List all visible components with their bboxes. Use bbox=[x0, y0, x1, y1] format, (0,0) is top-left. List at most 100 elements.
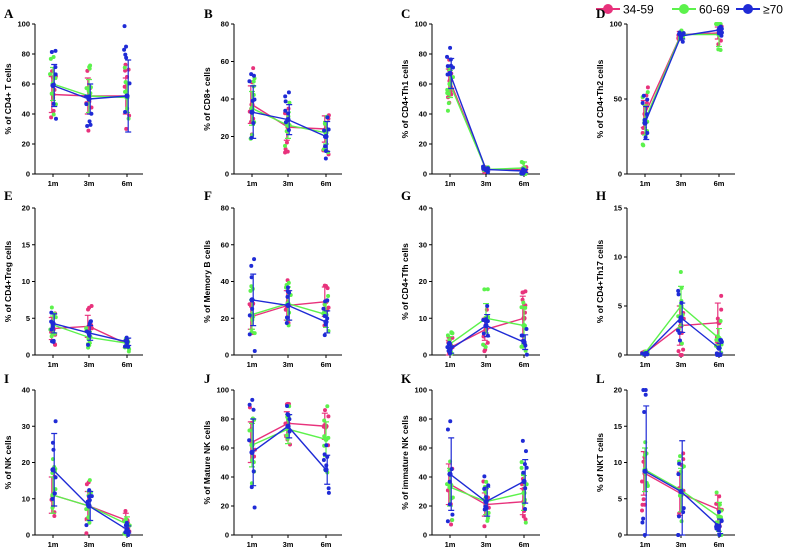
sample-point bbox=[88, 63, 93, 68]
sample-point bbox=[524, 327, 529, 332]
sample-point bbox=[483, 504, 488, 509]
sample-point bbox=[519, 333, 524, 338]
sample-point bbox=[642, 409, 647, 414]
y-tick-label: 10 bbox=[419, 314, 427, 323]
sample-point bbox=[681, 347, 686, 352]
sample-point bbox=[87, 119, 92, 124]
sample-point bbox=[51, 54, 56, 59]
panel-l: L 0 5 10 15 20 1m 3m 6m % of NKT cells bbox=[595, 371, 735, 549]
sample-point bbox=[52, 513, 57, 518]
panel-letter: L bbox=[596, 371, 605, 386]
legend-label: ≥70 bbox=[763, 3, 783, 17]
sample-point bbox=[677, 461, 682, 466]
mean-point bbox=[124, 526, 130, 533]
sample-point bbox=[250, 397, 255, 402]
sample-point bbox=[326, 293, 331, 298]
x-tick-label: 3m bbox=[481, 179, 492, 188]
sample-point bbox=[326, 305, 331, 310]
sample-point bbox=[450, 512, 455, 517]
sample-point bbox=[641, 497, 646, 502]
sample-point bbox=[252, 349, 257, 354]
sample-point bbox=[719, 307, 724, 312]
sample-point bbox=[122, 65, 127, 70]
sample-point bbox=[285, 149, 290, 154]
sample-point bbox=[84, 523, 89, 528]
sample-point bbox=[714, 490, 719, 495]
y-tick-label: 0 bbox=[225, 170, 229, 179]
sample-point bbox=[49, 327, 54, 332]
sample-point bbox=[521, 514, 526, 519]
x-tick-label: 6m bbox=[122, 360, 133, 369]
x-tick-label: 1m bbox=[640, 540, 651, 549]
sample-point bbox=[247, 438, 252, 443]
sample-point bbox=[641, 93, 646, 98]
y-tick-label: 40 bbox=[22, 386, 30, 395]
sample-point bbox=[523, 517, 528, 522]
sample-point bbox=[123, 52, 128, 57]
x-tick-label: 3m bbox=[283, 540, 294, 549]
mean-point bbox=[678, 315, 684, 321]
sample-point bbox=[326, 414, 331, 419]
sample-point bbox=[284, 140, 289, 145]
sample-point bbox=[645, 85, 650, 90]
sample-point bbox=[247, 332, 252, 337]
panel-letter: E bbox=[4, 188, 13, 203]
series-line bbox=[449, 80, 524, 171]
panel-letter: J bbox=[204, 371, 211, 386]
sample-point bbox=[485, 287, 490, 292]
y-tick-label: 60 bbox=[419, 444, 427, 453]
sample-point bbox=[641, 516, 646, 521]
mean-point bbox=[716, 514, 722, 520]
x-tick-label: 1m bbox=[247, 540, 258, 549]
sample-point bbox=[326, 490, 331, 495]
sample-point bbox=[485, 340, 490, 345]
series-g3 bbox=[640, 388, 724, 537]
sample-point bbox=[521, 300, 526, 305]
sample-point bbox=[247, 428, 252, 433]
x-tick-label: 6m bbox=[519, 540, 530, 549]
sample-point bbox=[676, 328, 681, 333]
x-tick-label: 3m bbox=[84, 179, 95, 188]
y-tick-label: 40 bbox=[22, 110, 30, 119]
sample-point bbox=[283, 99, 288, 104]
sample-point bbox=[676, 288, 681, 293]
sample-point bbox=[445, 519, 450, 524]
y-tick-label: 15 bbox=[22, 240, 30, 249]
legend-item-g1: 34-59 bbox=[596, 3, 654, 17]
sample-point bbox=[284, 320, 289, 325]
y-tick-label: 80 bbox=[221, 204, 229, 213]
sample-point bbox=[322, 314, 327, 319]
sample-point bbox=[252, 505, 257, 510]
y-tick-label: 40 bbox=[419, 473, 427, 482]
y-tick-label: 20 bbox=[221, 502, 229, 511]
y-tick-label: 80 bbox=[419, 415, 427, 424]
sample-point bbox=[249, 72, 254, 77]
panel-e: E 0 5 10 15 20 1m 3m 6m % of CD4+Treg cells bbox=[3, 188, 143, 369]
mean-point bbox=[50, 320, 56, 326]
mean-point bbox=[249, 109, 255, 115]
series-line bbox=[449, 73, 525, 172]
sample-point bbox=[680, 39, 685, 44]
legend-label: 34-59 bbox=[623, 3, 654, 17]
sample-point bbox=[322, 128, 327, 133]
sample-point bbox=[449, 330, 454, 335]
x-tick-label: 1m bbox=[640, 179, 651, 188]
y-tick-label: 100 bbox=[414, 20, 427, 29]
y-tick-label: 20 bbox=[22, 458, 30, 467]
x-tick-label: 1m bbox=[48, 360, 59, 369]
x-tick-label: 1m bbox=[247, 179, 258, 188]
sample-point bbox=[521, 470, 526, 475]
error-bar bbox=[679, 440, 686, 536]
sample-point bbox=[84, 531, 89, 536]
sample-point bbox=[640, 131, 645, 136]
y-tick-label: 0 bbox=[423, 531, 427, 540]
panel-letter: I bbox=[4, 371, 9, 386]
x-tick-label: 3m bbox=[676, 360, 687, 369]
mean-point bbox=[124, 339, 130, 345]
y-tick-label: 40 bbox=[419, 110, 427, 119]
y-tick-label: 5 bbox=[618, 302, 622, 311]
x-tick-label: 6m bbox=[714, 360, 725, 369]
sample-point bbox=[49, 305, 54, 310]
mean-point bbox=[285, 302, 291, 308]
